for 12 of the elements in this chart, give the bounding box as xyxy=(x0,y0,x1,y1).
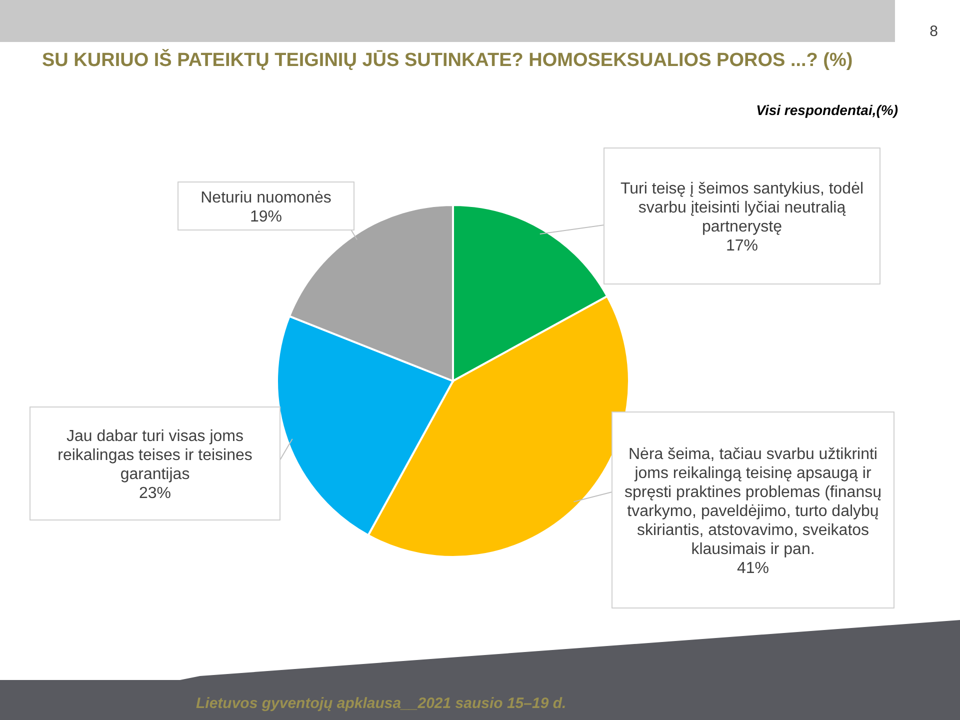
chart-title: SU KURIUO IŠ PATEIKTŲ TEIGINIŲ JŪS SUTINKATE? HOMOSEKSUALIOS POROS ...? (%) xyxy=(42,48,853,71)
data-label: 41% xyxy=(736,560,770,577)
chart-subtitle: Visi respondentai,(%) xyxy=(756,102,898,118)
text: Lietuvos gyventojų apklausa__2021 sausio 15–19 d. xyxy=(196,695,566,712)
slice-label: Jau dabar turi visas joms reikalingas teises ir teisines garantijas xyxy=(58,428,252,483)
slice-label: Nėra šeima, tačiau svarbu užtikrinti joms reikalingą teisinę apsaugą ir spręsti praktines problemas (finansų tvarkymo, paveldėjimo, turto dalybų skiriantis, atstovavimo, sveikatos klausimais ir pan. xyxy=(624,446,882,558)
data-label: 19% xyxy=(250,208,282,226)
data-label: 17% xyxy=(726,238,758,254)
slice-label: Neturiu nuomonės xyxy=(200,190,332,206)
text: 8 xyxy=(930,23,938,40)
slice-label: Turi teisę į šeimos santykius, todėl svarbu įteisinti lyčiai neutralią partnerystę xyxy=(620,180,864,236)
data-label: 23% xyxy=(138,485,172,502)
